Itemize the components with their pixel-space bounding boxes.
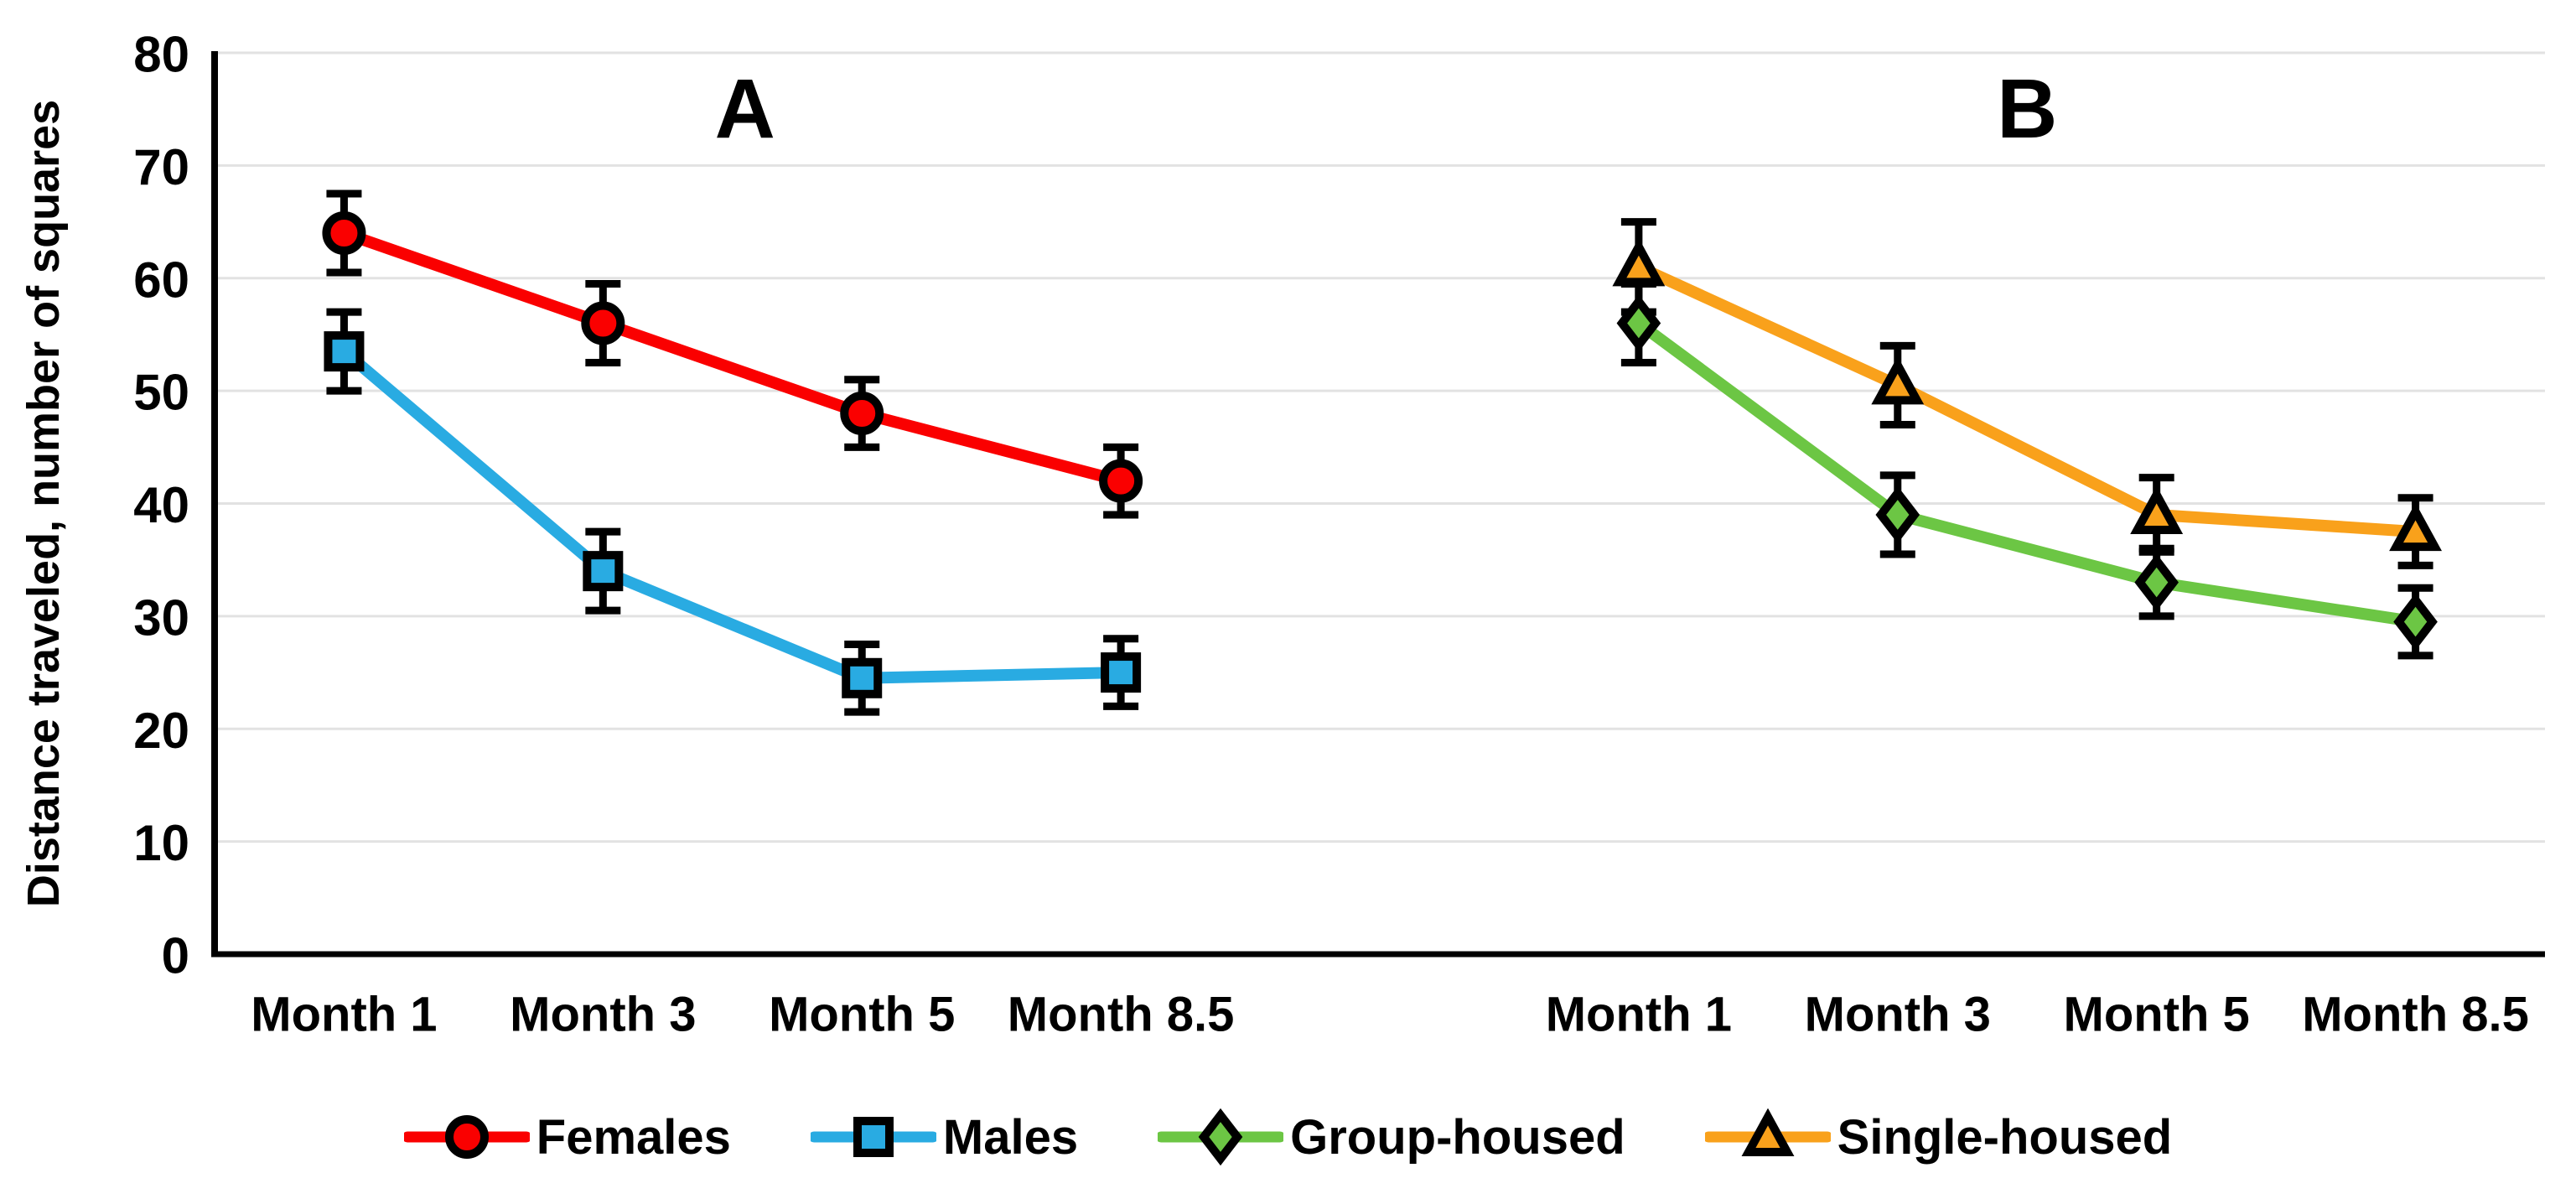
y-tick-label-10: 10 [133, 815, 189, 871]
legend-item-group-housed: Group-housed [1158, 1108, 1625, 1165]
diamond-marker-group-housed-month-8-5 [2393, 593, 2438, 651]
legend-item-males: Males [810, 1108, 1079, 1165]
y-tick-label-40: 40 [133, 477, 189, 533]
y-tick-label-70: 70 [133, 139, 189, 195]
series-females-line [338, 227, 1127, 487]
square-marker-males-month-3 [583, 551, 624, 592]
triangle-marker-single-housed-month-5 [2130, 485, 2184, 534]
square-marker-males-month-8-5 [1101, 652, 1142, 693]
triangle-marker-single-housed-month-1 [1612, 237, 1666, 287]
y-tick-label-60: 60 [133, 252, 189, 308]
single-housed-legend-triangle-icon [1704, 1108, 1831, 1156]
x-label-b-month-5: Month 5 [2064, 988, 2250, 1042]
x-label-a-month-5: Month 5 [769, 988, 955, 1042]
series-group-housed [1616, 279, 2438, 660]
y-tick-label-30: 30 [133, 589, 189, 646]
legend-marker-males [853, 1117, 894, 1157]
circle-marker-females-month-1 [322, 211, 366, 255]
square-marker-males-month-1 [324, 331, 365, 372]
diamond-marker-group-housed-month-5 [2134, 553, 2179, 611]
x-label-a-month-8-5: Month 8.5 [1008, 988, 1235, 1042]
panel-label-a: A [715, 62, 775, 156]
legend-marker-females [444, 1115, 489, 1159]
group-housed-legend-diamond-icon [1158, 1108, 1284, 1165]
legend-marker-group-housed [1198, 1108, 1243, 1165]
y-tick-label-80: 80 [133, 27, 189, 83]
triangle-marker-single-housed-month-8-5 [2389, 502, 2442, 552]
diamond-marker-group-housed-month-3 [1875, 485, 1920, 544]
x-label-b-month-3: Month 3 [1805, 988, 1991, 1042]
y-tick-label-20: 20 [133, 703, 189, 759]
circle-marker-females-month-3 [581, 301, 625, 345]
triangle-marker-single-housed-month-3 [1871, 356, 1925, 405]
x-label-a-month-3: Month 3 [510, 988, 696, 1042]
series-group-housed-line [1632, 317, 2422, 628]
series-males [324, 308, 1142, 716]
circle-marker-females-month-5 [840, 392, 884, 435]
series-single-housed-line [1632, 261, 2422, 538]
square-marker-males-month-5 [842, 657, 883, 698]
y-tick-label-50: 50 [133, 365, 189, 421]
x-label-b-month-8-5: Month 8.5 [2302, 988, 2529, 1042]
series-females [322, 189, 1143, 519]
x-label-b-month-1: Month 1 [1546, 988, 1732, 1042]
chart-legend: Females Males Group-housed Single-housed [0, 1087, 2576, 1187]
panel-label-b: B [1997, 62, 2057, 156]
females-legend-circle-icon [403, 1115, 530, 1159]
series-males-line [338, 345, 1127, 684]
legend-label-group-housed: Group-housed [1290, 1109, 1625, 1165]
legend-marker-single-housed [1741, 1108, 1795, 1156]
circle-marker-females-month-8-5 [1099, 459, 1143, 503]
legend-label-single-housed: Single-housed [1837, 1109, 2173, 1165]
legend-item-single-housed: Single-housed [1704, 1108, 2173, 1165]
y-tick-label-0: 0 [162, 928, 189, 984]
y-axis-title: Distance traveled, number of squares [18, 100, 69, 907]
legend-item-females: Females [403, 1108, 731, 1165]
series-single-housed [1612, 218, 2442, 569]
males-legend-square-icon [810, 1117, 936, 1157]
diamond-marker-group-housed-month-1 [1616, 294, 1661, 352]
legend-label-females: Females [536, 1109, 731, 1165]
legend-label-males: Males [942, 1109, 1079, 1165]
x-label-a-month-1: Month 1 [251, 988, 437, 1042]
